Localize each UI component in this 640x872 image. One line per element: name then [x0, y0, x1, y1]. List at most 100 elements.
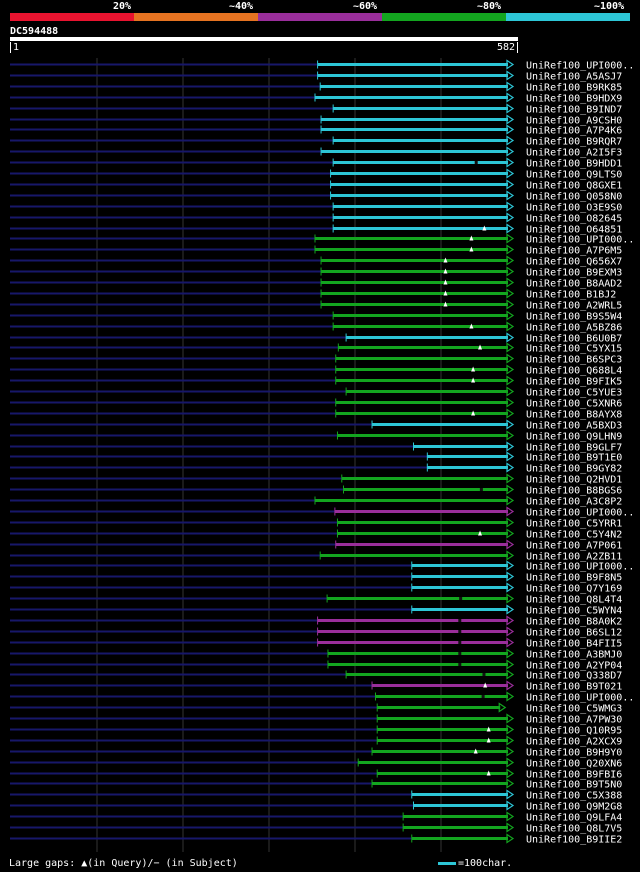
hit-bar	[333, 139, 508, 142]
subject-gap-marker	[458, 641, 462, 644]
hit-label: UniRef100_B6U0B7	[526, 334, 622, 345]
subject-gap-marker	[474, 161, 478, 164]
hit-arrow	[506, 59, 515, 70]
hit-label: UniRef100_Q688L4	[526, 366, 622, 377]
hit-bar	[333, 216, 508, 219]
hit-bar	[346, 673, 508, 676]
hit-label: UniRef100_Q8GXE1	[526, 181, 622, 192]
hit-bar	[346, 390, 508, 393]
hit-bar	[333, 314, 508, 317]
hit-bar	[335, 401, 508, 404]
hit-label: UniRef100_A5BXD3	[526, 421, 622, 432]
query-gap-marker	[486, 726, 491, 732]
hit-bar	[321, 270, 508, 273]
hit-bar	[358, 761, 508, 764]
subject-gap-marker	[458, 630, 462, 633]
hit-label: UniRef100_B9T021	[526, 682, 622, 693]
hit-arrow	[506, 680, 515, 691]
hit-arrow	[506, 342, 515, 353]
hit-arrow	[506, 789, 515, 800]
hit-bar	[335, 412, 508, 415]
legend-segment-20	[10, 13, 134, 21]
hit-arrow	[506, 735, 515, 746]
subject-gap-marker	[481, 695, 485, 698]
hit-arrow	[506, 114, 515, 125]
hit-arrow	[506, 648, 515, 659]
hit-bar	[317, 641, 508, 644]
hit-label: UniRef100_A2XCX9	[526, 737, 622, 748]
hit-label: UniRef100_B8BGS6	[526, 486, 622, 497]
hit-bar	[320, 554, 508, 557]
hit-bar	[333, 161, 508, 164]
hit-label: UniRef100_B1BJ2	[526, 290, 616, 301]
hit-arrow	[506, 615, 515, 626]
hit-arrow	[506, 310, 515, 321]
subject-gap-marker	[458, 652, 462, 655]
query-gap-marker	[483, 682, 488, 688]
subject-gap-marker	[479, 488, 483, 491]
hit-bar	[335, 543, 508, 546]
hit-bar	[375, 695, 508, 698]
hit-label: UniRef100_B9IIE2	[526, 835, 622, 846]
hit-label: UniRef100_A5ASJ7	[526, 72, 622, 83]
hit-bar	[337, 532, 508, 535]
hit-bar	[411, 564, 508, 567]
hit-bar	[317, 63, 508, 66]
hit-label: UniRef100_Q058N0	[526, 192, 622, 203]
query-gap-marker	[478, 530, 483, 536]
hit-arrow	[506, 495, 515, 506]
hit-arrow	[506, 768, 515, 779]
hit-bar	[333, 107, 508, 110]
query-gap-marker	[471, 377, 476, 383]
query-gap-marker	[443, 290, 448, 296]
hit-label: UniRef100_B9IND7	[526, 105, 622, 116]
query-gap-marker	[486, 737, 491, 743]
hit-bar	[320, 85, 508, 88]
hit-arrow	[506, 669, 515, 680]
hit-label: UniRef100_C5YRR1	[526, 519, 622, 530]
hit-bar	[403, 815, 508, 818]
hit-bar	[321, 128, 508, 131]
hit-arrow	[506, 103, 515, 114]
query-gap-marker	[478, 344, 483, 350]
hit-arrow	[506, 353, 515, 364]
query-gap-marker	[443, 268, 448, 274]
legend-label-60: ~60%	[353, 1, 378, 12]
hit-arrow	[506, 321, 515, 332]
scale-bar	[438, 861, 456, 865]
hit-arrow	[506, 659, 515, 670]
hit-arrow	[506, 255, 515, 266]
hit-label: UniRef100_UPI000..	[526, 235, 634, 246]
hit-label: UniRef100_A2I5F3	[526, 148, 622, 159]
legend-label-40: ~40%	[229, 1, 254, 12]
hit-arrow	[506, 179, 515, 190]
hit-arrow	[506, 397, 515, 408]
hit-bar	[335, 368, 508, 371]
hit-bar	[321, 150, 508, 153]
hit-arrow	[506, 757, 515, 768]
hit-arrow	[506, 517, 515, 528]
hit-arrow	[506, 571, 515, 582]
hit-arrow	[506, 637, 515, 648]
hit-label: UniRef100_B8AYX8	[526, 410, 622, 421]
hit-bar	[321, 303, 508, 306]
hit-bar	[411, 608, 508, 611]
hit-arrow	[506, 146, 515, 157]
query-gap-marker	[473, 748, 478, 754]
hit-bar	[327, 652, 508, 655]
hit-label: UniRef100_Q656X7	[526, 257, 622, 268]
hit-label: UniRef100_A3BMJ0	[526, 650, 622, 661]
hit-label: UniRef100_B9HDX9	[526, 94, 622, 105]
hit-label: UniRef100_Q9M2G8	[526, 802, 622, 813]
query-gap-marker	[443, 257, 448, 263]
hit-bar	[377, 772, 508, 775]
hit-arrow	[506, 626, 515, 637]
gap-legend: Large gaps: ▲(in Query)/− (in Subject)	[9, 858, 238, 869]
hit-bar	[377, 739, 508, 742]
hit-label: UniRef100_UPI000..	[526, 61, 634, 72]
scale-legend: =100char.	[438, 858, 512, 869]
hit-arrow	[506, 811, 515, 822]
hit-arrow	[506, 212, 515, 223]
hit-label: UniRef100_A7P4K6	[526, 126, 622, 137]
hit-arrow	[506, 713, 515, 724]
